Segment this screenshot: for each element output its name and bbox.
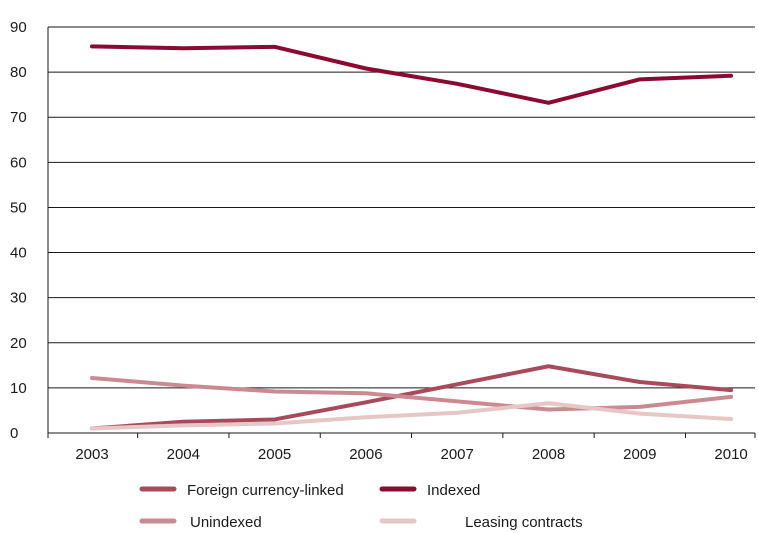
x-tick-label: 2007 — [441, 446, 474, 463]
x-tick-label: 2006 — [349, 446, 382, 463]
series-line-unindexed — [90, 375, 734, 412]
x-tick-label: 2004 — [167, 446, 200, 463]
y-tick-label: 80 — [10, 64, 27, 81]
y-tick-label: 0 — [10, 425, 18, 442]
axes: 0 10 20 30 40 50 60 70 80 90 2003 2004 2005 2006 2007 2… — [10, 19, 756, 463]
x-tick-label: 2005 — [258, 446, 291, 463]
x-tick-label: 2008 — [532, 446, 565, 463]
y-tick-label: 50 — [10, 199, 27, 216]
y-tick-label: 60 — [10, 154, 27, 171]
y-tick-label: 70 — [10, 109, 27, 126]
series-line-foreign-currency-linked — [90, 364, 734, 431]
y-tick-label: 10 — [10, 380, 27, 397]
legend-label-leasing-contracts: Leasing contracts — [465, 514, 583, 531]
y-tick-label: 20 — [10, 335, 27, 352]
gridlines — [48, 26, 755, 389]
x-tick-label: 2010 — [714, 446, 747, 463]
series-lines — [90, 44, 734, 431]
legend-label-foreign-currency-linked: Foreign currency-linked — [187, 482, 344, 499]
legend-label-indexed: Indexed — [427, 482, 480, 499]
x-tick-label: 2003 — [75, 446, 108, 463]
y-tick-label: 30 — [10, 290, 27, 307]
series-line-indexed — [90, 44, 734, 105]
legend-label-unindexed: Unindexed — [190, 514, 262, 531]
y-tick-label: 90 — [10, 19, 27, 36]
legend: Foreign currency-linked Indexed Unindexed L… — [139, 482, 583, 531]
y-tick-label: 40 — [10, 245, 27, 262]
x-tick-label: 2009 — [623, 446, 656, 463]
series-line-leasing-contracts — [90, 401, 734, 431]
